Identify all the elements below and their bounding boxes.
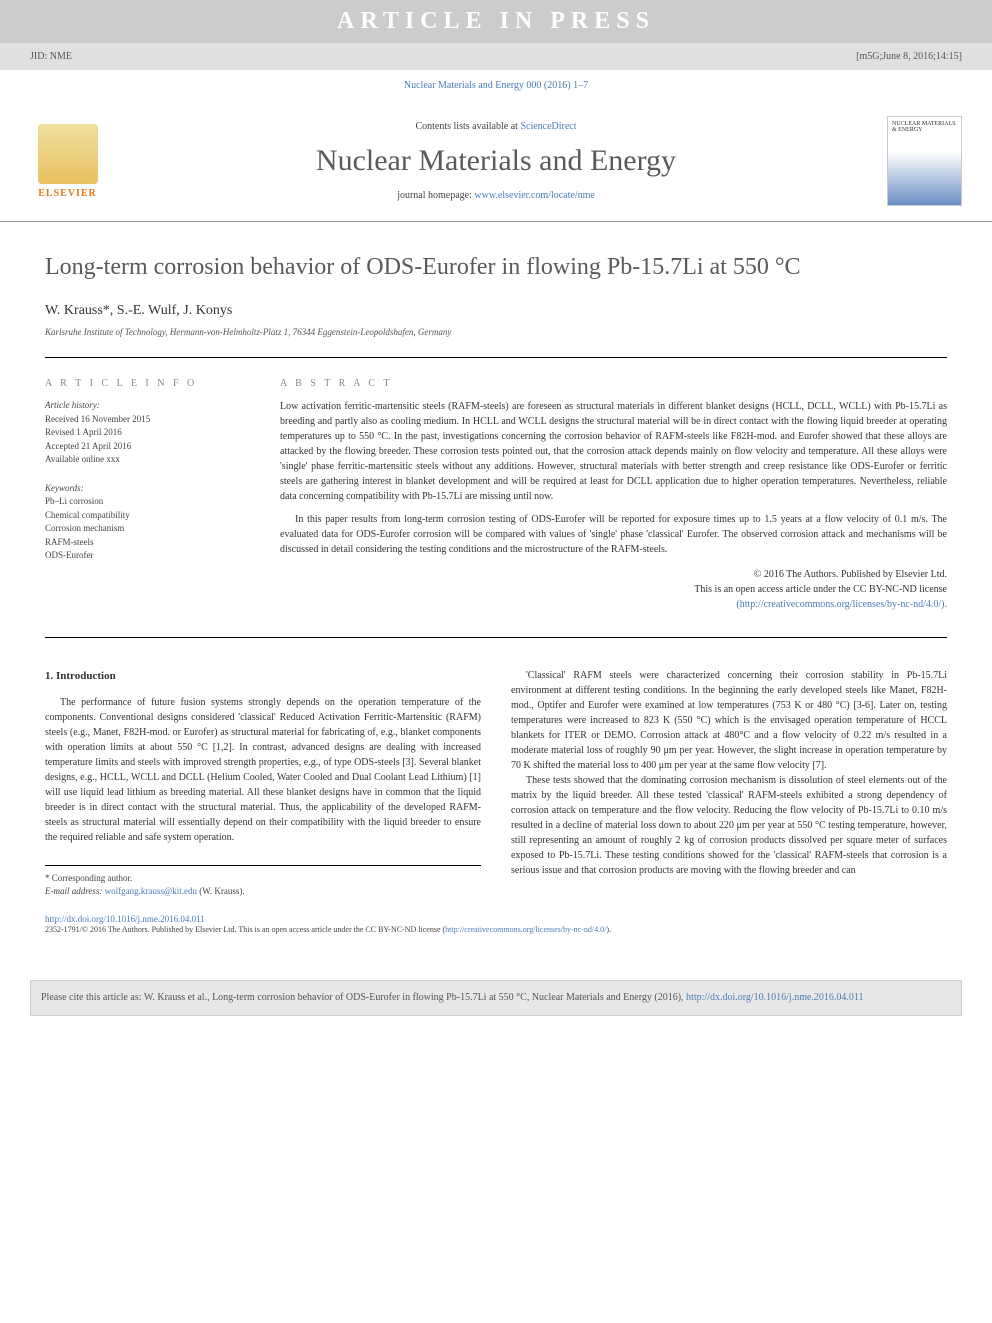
article-info-column: A R T I C L E I N F O Article history: R… bbox=[45, 378, 245, 612]
license-link[interactable]: (http://creativecommons.org/licenses/by-… bbox=[736, 599, 947, 610]
sciencedirect-link[interactable]: ScienceDirect bbox=[520, 121, 576, 132]
copyright-license-link[interactable]: http://creativecommons.org/licenses/by-n… bbox=[445, 925, 606, 934]
keyword: RAFM-steels bbox=[45, 536, 245, 550]
bottom-copyright: 2352-1791/© 2016 The Authors. Published … bbox=[45, 924, 947, 935]
copyright-text: 2352-1791/© 2016 The Authors. Published … bbox=[45, 925, 445, 934]
available-date: Available online xxx bbox=[45, 453, 245, 467]
article-info-label: A R T I C L E I N F O bbox=[45, 378, 245, 389]
intro-p1: The performance of future fusion systems… bbox=[45, 695, 481, 845]
journal-homepage: journal homepage: www.elsevier.com/locat… bbox=[105, 190, 887, 201]
elsevier-text: ELSEVIER bbox=[38, 188, 97, 199]
accepted-date: Accepted 21 April 2016 bbox=[45, 440, 245, 454]
body-left-column: 1. Introduction The performance of futur… bbox=[45, 668, 481, 899]
keyword: Corrosion mechanism bbox=[45, 522, 245, 536]
right-p2: These tests showed that the dominating c… bbox=[511, 773, 947, 878]
abstract-p1: Low activation ferritic-martensitic stee… bbox=[280, 399, 947, 504]
journal-header-center: Contents lists available at ScienceDirec… bbox=[105, 121, 887, 201]
copyright-end: ). bbox=[606, 925, 611, 934]
doi-link[interactable]: http://dx.doi.org/10.1016/j.nme.2016.04.… bbox=[45, 914, 205, 924]
artinfo-label: [m5G;June 8, 2016;14:15] bbox=[856, 51, 962, 62]
keywords-block: Keywords: Pb–Li corrosion Chemical compa… bbox=[45, 482, 245, 563]
corresponding-author: * Corresponding author. bbox=[45, 872, 481, 886]
paper-page: ARTICLE IN PRESS JID: NME [m5G;June 8, 2… bbox=[0, 0, 992, 1323]
email-line: E-mail address: wolfgang.krauss@kit.edu … bbox=[45, 885, 481, 899]
journal-reference: Nuclear Materials and Energy 000 (2016) … bbox=[0, 70, 992, 101]
history-label: Article history: bbox=[45, 399, 245, 413]
abstract-text: Low activation ferritic-martensitic stee… bbox=[280, 399, 947, 612]
jid-label: JID: NME bbox=[30, 51, 72, 62]
keyword: Pb–Li corrosion bbox=[45, 495, 245, 509]
copyright-line: © 2016 The Authors. Published by Elsevie… bbox=[280, 567, 947, 582]
email-link[interactable]: wolfgang.krauss@kit.edu bbox=[105, 886, 197, 896]
license-block: © 2016 The Authors. Published by Elsevie… bbox=[280, 567, 947, 612]
homepage-link[interactable]: www.elsevier.com/locate/nme bbox=[474, 190, 594, 201]
affiliation: Karlsruhe Institute of Technology, Herma… bbox=[45, 327, 947, 358]
revised-date: Revised 1 April 2016 bbox=[45, 426, 245, 440]
journal-title: Nuclear Materials and Energy bbox=[105, 144, 887, 178]
citation-doi-link[interactable]: http://dx.doi.org/10.1016/j.nme.2016.04.… bbox=[686, 992, 864, 1003]
sciencedirect-line: Contents lists available at ScienceDirec… bbox=[105, 121, 887, 132]
keywords-label: Keywords: bbox=[45, 482, 245, 496]
email-label: E-mail address: bbox=[45, 886, 105, 896]
homepage-prefix: journal homepage: bbox=[397, 190, 474, 201]
footnote: * Corresponding author. E-mail address: … bbox=[45, 865, 481, 899]
introduction-heading: 1. Introduction bbox=[45, 668, 481, 685]
article-history: Article history: Received 16 November 20… bbox=[45, 399, 245, 467]
info-abstract-row: A R T I C L E I N F O Article history: R… bbox=[45, 378, 947, 638]
license-line: This is an open access article under the… bbox=[280, 582, 947, 597]
doi-line: http://dx.doi.org/10.1016/j.nme.2016.04.… bbox=[45, 914, 947, 924]
citation-text: Please cite this article as: W. Krauss e… bbox=[41, 992, 686, 1003]
received-date: Received 16 November 2015 bbox=[45, 413, 245, 427]
elsevier-tree-icon bbox=[38, 124, 98, 184]
body-columns: 1. Introduction The performance of futur… bbox=[45, 668, 947, 899]
authors: W. Krauss*, S.-E. Wulf, J. Konys bbox=[45, 303, 947, 319]
keyword: ODS-Eurofer bbox=[45, 549, 245, 563]
article-in-press-banner: ARTICLE IN PRESS bbox=[0, 0, 992, 43]
email-name: (W. Krauss). bbox=[197, 886, 245, 896]
abstract-column: A B S T R A C T Low activation ferritic-… bbox=[280, 378, 947, 612]
header-bar: JID: NME [m5G;June 8, 2016;14:15] bbox=[0, 43, 992, 70]
article-content: Long-term corrosion behavior of ODS-Euro… bbox=[0, 222, 992, 965]
journal-cover-icon: NUCLEAR MATERIALS & ENERGY bbox=[887, 116, 962, 206]
citation-box: Please cite this article as: W. Krauss e… bbox=[30, 980, 962, 1016]
sciencedirect-prefix: Contents lists available at bbox=[415, 121, 520, 132]
article-title: Long-term corrosion behavior of ODS-Euro… bbox=[45, 252, 947, 283]
journal-ref-link[interactable]: Nuclear Materials and Energy 000 (2016) … bbox=[404, 80, 588, 91]
body-right-column: 'Classical' RAFM steels were characteriz… bbox=[511, 668, 947, 899]
journal-header: ELSEVIER Contents lists available at Sci… bbox=[0, 101, 992, 222]
abstract-p2: In this paper results from long-term cor… bbox=[280, 512, 947, 557]
keyword: Chemical compatibility bbox=[45, 509, 245, 523]
right-p1: 'Classical' RAFM steels were characteriz… bbox=[511, 668, 947, 773]
abstract-label: A B S T R A C T bbox=[280, 378, 947, 389]
elsevier-logo: ELSEVIER bbox=[30, 116, 105, 206]
